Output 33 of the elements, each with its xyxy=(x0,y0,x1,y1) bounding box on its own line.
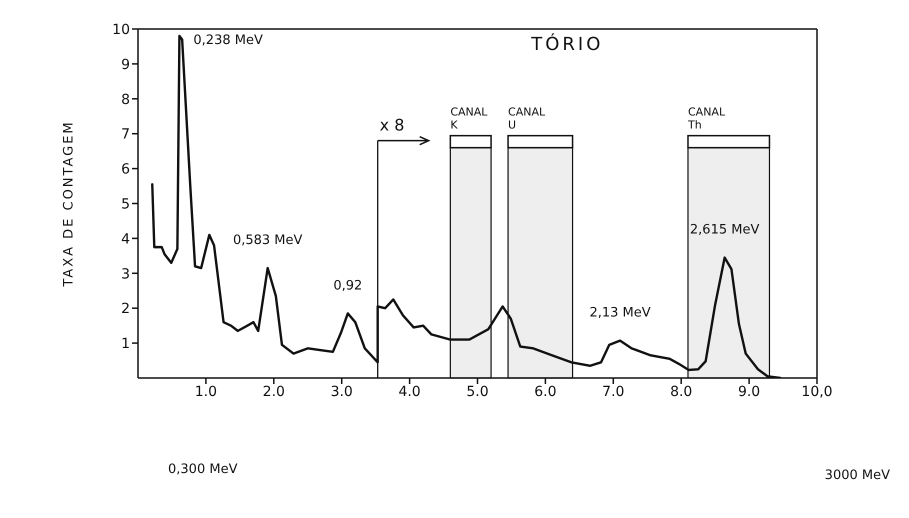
x-tick-label: 10,0 xyxy=(801,384,833,400)
y-tick-label: 1 xyxy=(121,336,130,352)
annotation: 2,13 MeV xyxy=(589,306,651,321)
x-tick-label: 7.0 xyxy=(602,384,624,400)
x-tick-label: 6.0 xyxy=(534,384,557,400)
band-label: CANAL K xyxy=(450,106,488,132)
y-tick-label: 9 xyxy=(121,56,130,73)
y-tick-label: 2 xyxy=(121,301,130,318)
x-tick-label: 2.0 xyxy=(262,384,285,400)
x-tick-label: 3.0 xyxy=(330,384,353,400)
text: 3000 MeV xyxy=(824,468,890,483)
y-tick-label: 5 xyxy=(121,196,130,212)
x-tick-label: 8.0 xyxy=(670,384,692,400)
x-tick-label: 5.0 xyxy=(466,384,489,400)
chart-title: TÓRIO xyxy=(531,34,604,55)
band-label: CANAL U xyxy=(508,106,546,132)
y-tick-label: 7 xyxy=(121,126,130,143)
y-tick-label: 4 xyxy=(121,231,130,248)
annotation: 0,92 xyxy=(333,278,362,294)
y-tick-label: 10 xyxy=(112,22,130,38)
y-tick-label: 8 xyxy=(121,92,130,108)
y-axis-title: TAXA DE CONTAGEM xyxy=(62,120,77,288)
text: 0,300 MeV xyxy=(168,462,238,477)
x-tick-label: 1.0 xyxy=(194,384,218,400)
ref-line-label: x 8 xyxy=(380,116,404,135)
x-tick-label: 9.0 xyxy=(738,384,760,400)
band-label: CANAL Th xyxy=(686,106,726,132)
annotation: 0,238 MeV xyxy=(193,32,263,48)
x-tick-label: 4.0 xyxy=(398,384,421,400)
annotation: 0,583 MeV xyxy=(232,233,303,248)
y-tick-label: 3 xyxy=(121,266,130,282)
y-tick-label: 6 xyxy=(121,162,130,178)
annotation: 2,615 MeV xyxy=(690,222,760,238)
